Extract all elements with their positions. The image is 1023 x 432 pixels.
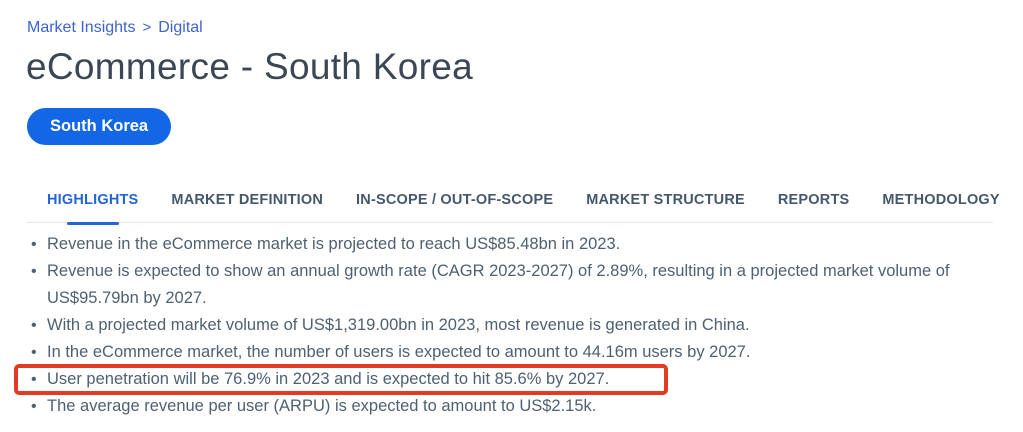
tab-highlights[interactable]: HIGHLIGHTS: [47, 192, 139, 208]
highlight-bullet-market-volume-china: With a projected market volume of US$1,3…: [27, 312, 1019, 339]
tab-methodology[interactable]: METHODOLOGY: [882, 192, 1000, 208]
breadcrumb-separator-icon: >: [142, 19, 152, 36]
tab-bar: HIGHLIGHTS MARKET DEFINITION IN-SCOPE / …: [27, 192, 1000, 223]
highlights-list: Revenue in the eCommerce market is proje…: [27, 231, 1019, 420]
highlight-bullet-user-penetration: User penetration will be 76.9% in 2023 a…: [27, 366, 1019, 393]
breadcrumb-link-digital[interactable]: Digital: [158, 19, 203, 36]
breadcrumb-link-market-insights[interactable]: Market Insights: [27, 19, 136, 36]
tab-market-definition[interactable]: MARKET DEFINITION: [171, 192, 324, 208]
highlight-bullet-revenue-2023: Revenue in the eCommerce market is proje…: [27, 231, 1019, 258]
tab-in-scope-out-of-scope[interactable]: IN-SCOPE / OUT-OF-SCOPE: [356, 192, 554, 208]
highlight-bullet-users-2027: In the eCommerce market, the number of u…: [27, 339, 1019, 366]
tab-reports[interactable]: REPORTS: [777, 192, 850, 208]
region-tag-button[interactable]: South Korea: [27, 108, 172, 145]
page-title: eCommerce - South Korea: [26, 46, 473, 87]
breadcrumb: Market Insights > Digital: [27, 19, 203, 37]
tab-market-structure[interactable]: MARKET STRUCTURE: [586, 192, 745, 208]
highlight-bullet-arpu: The average revenue per user (ARPU) is e…: [27, 393, 1019, 420]
highlight-bullet-cagr: Revenue is expected to show an annual gr…: [27, 258, 1019, 312]
